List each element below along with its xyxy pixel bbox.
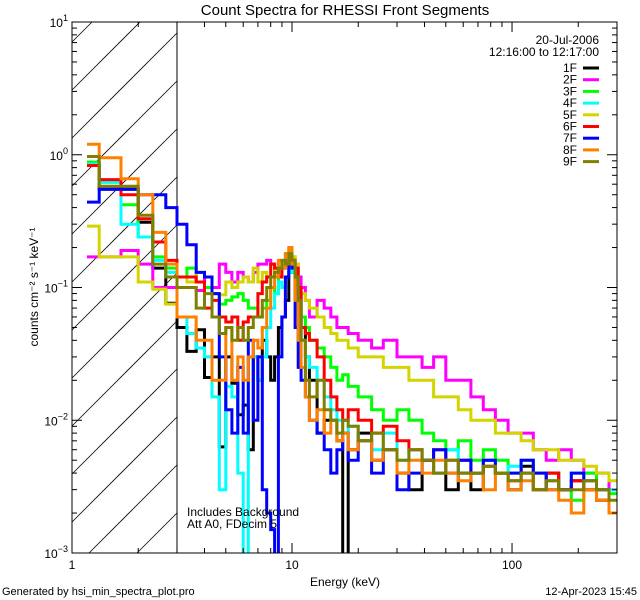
legend-label: 8F [563,143,577,157]
series-2F [87,249,617,492]
x-tick-label: 1 [69,558,76,572]
x-tick-label: 10 [285,558,299,572]
legend-label: 4F [563,96,577,110]
y-tick-exponent: −1 [58,279,68,289]
y-tick-exponent: 1 [63,13,68,23]
y-tick-base: 10 [44,282,58,296]
series-8F [87,142,617,515]
hatch-line [71,320,178,427]
chart-title: Count Spectra for RHESSI Front Segments [201,2,489,19]
legend-label: 9F [563,155,577,169]
y-tick-base: 10 [44,414,58,428]
y-tick-base: 10 [50,16,64,30]
hatch-line [71,176,178,283]
footer-timestamp: 12-Apr-2023 15:45 [545,586,637,598]
hatch-line [136,512,178,554]
series-7F [87,187,617,553]
y-axis-label: counts cm⁻² s⁻¹ keV⁻¹ [27,227,41,346]
x-axis-label: Energy (keV) [310,575,380,589]
legend-label: 3F [563,84,577,98]
hatch-line [71,21,141,91]
hatch-line [88,464,178,554]
legend-label: 5F [563,108,577,122]
y-tick-exponent: −2 [58,411,68,421]
y-tick-base: 10 [50,149,64,163]
legend-time-range: 12:16:00 to 12:17:00 [489,45,599,59]
annotation-background: Includes Background [187,505,299,519]
y-tick-exponent: 0 [63,146,68,156]
y-tick-label: 10−3 [44,544,68,561]
legend-label: 1F [563,61,577,75]
legend-label: 2F [563,73,577,87]
series-9F [87,155,617,502]
hatched-region [71,21,178,554]
hatch-line [71,416,178,523]
legend-date: 20-Jul-2006 [536,33,600,47]
hatch-line [71,368,178,475]
legend-label: 6F [563,120,577,134]
hatch-line [71,80,178,187]
series-1F [87,162,617,553]
x-tick-label: 100 [502,558,522,572]
hatch-line [71,32,178,139]
footer-generated-by: Generated by hsi_min_spectra_plot.pro [2,586,195,598]
legend-label: 7F [563,131,577,145]
y-tick-base: 10 [44,547,58,561]
y-tick-label: 101 [50,13,68,30]
y-tick-label: 10−2 [44,411,68,428]
annotation-attenuator: Att A0, FDecim 5 [187,517,277,531]
series-4F [87,162,617,553]
hatch-line [71,128,178,235]
y-tick-label: 100 [50,146,68,163]
hatch-line [71,21,93,43]
y-tick-label: 10−1 [44,279,68,296]
y-tick-exponent: −3 [58,544,68,554]
